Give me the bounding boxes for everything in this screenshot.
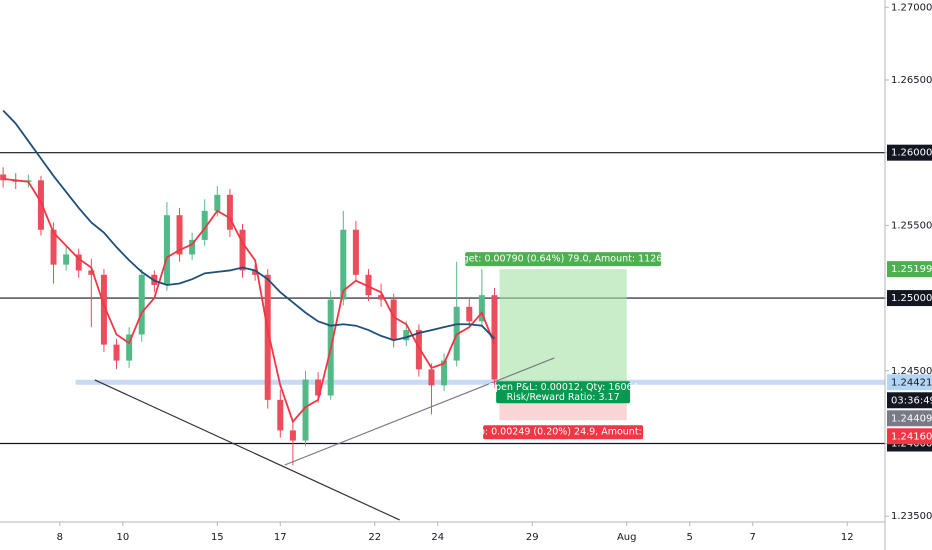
candle-body [252, 270, 259, 275]
candle-body [403, 330, 410, 341]
candle-body [264, 274, 271, 400]
candle-body [113, 344, 120, 361]
x-tick-label: 7 [750, 532, 756, 543]
y-tick-label: 1.23500 [891, 511, 932, 522]
candle-body [214, 194, 221, 211]
candle-body [239, 229, 246, 271]
candle-body [365, 274, 372, 296]
candle-body [315, 379, 322, 396]
price-badge [887, 374, 932, 391]
x-tick-label: 8 [57, 532, 63, 543]
candle-body [100, 274, 107, 345]
candle-body [352, 229, 359, 275]
x-tick-label: 15 [211, 532, 224, 543]
y-tick-label: 1.24500 [891, 366, 932, 377]
target-zone [499, 269, 627, 383]
x-tick-label: Aug [617, 532, 637, 543]
trend-line [94, 379, 400, 521]
candle-body [441, 360, 448, 386]
candle-body [88, 270, 95, 275]
price-badge [887, 261, 932, 278]
plot [0, 109, 885, 521]
y-tick-label: 1.26000 [891, 148, 932, 159]
target-label: Target: 0.00790 (0.64%) 79.0, Amount: 11… [448, 254, 678, 265]
price-badge [887, 410, 932, 427]
candle-body [176, 215, 183, 255]
x-tick-label: 17 [274, 532, 287, 543]
candle-body [201, 210, 208, 240]
pnl-label: Open P&L: 0.00012, Qty: 16064 [488, 382, 639, 393]
trend-line [284, 357, 555, 466]
x-tick-label: 29 [526, 532, 539, 543]
candle-body [0, 174, 7, 181]
price-badge [887, 428, 932, 445]
y-tick-label: 1.27000 [891, 2, 932, 13]
price-badge-label: 1.24409 [891, 413, 932, 424]
x-tick-label: 12 [841, 532, 854, 543]
x-tick-label: 22 [368, 532, 381, 543]
candle-body [390, 299, 397, 341]
x-tick-label: 24 [431, 532, 444, 543]
candle-body [428, 369, 435, 386]
candle-body [302, 379, 309, 441]
pnl-bg [496, 381, 631, 404]
moving-average [2, 109, 496, 342]
candle-body [466, 306, 473, 322]
candle-body [189, 239, 196, 255]
stop-label: Stop: 0.00249 (0.20%) 24.9, Amount: 960 [463, 427, 663, 438]
candle-body [378, 295, 385, 300]
candle-body [50, 229, 57, 265]
candle-body [126, 334, 133, 361]
y-tick-label: 1.25500 [891, 220, 932, 231]
hline-badge [887, 144, 932, 161]
rr-label: Risk/Reward Ratio: 3.17 [507, 392, 620, 403]
candle-body [163, 215, 170, 285]
candle-body [277, 399, 284, 431]
candle-body [63, 254, 70, 265]
x-tick-label: 5 [687, 532, 693, 543]
candle-body [226, 194, 233, 230]
price-badge-label: 1.24421 [891, 377, 932, 388]
candle-body [478, 295, 485, 322]
candle-body [75, 254, 82, 271]
hline-badge [887, 290, 932, 307]
candle-body [37, 180, 44, 230]
countdown-bg [887, 392, 932, 409]
candle-body [415, 330, 422, 370]
y-tick-label: 1.26500 [891, 75, 932, 86]
stop-label-bg [483, 425, 644, 440]
y-tick-label: 1.25000 [891, 293, 932, 304]
countdown: 03:36:49 [891, 395, 932, 406]
candle-body [340, 229, 347, 300]
candle-body [491, 295, 498, 380]
candle-body [138, 274, 145, 335]
target-label-bg [465, 252, 662, 267]
price-badge-label: 1.25199 [891, 264, 932, 275]
price-badge-label: 1.24160 [891, 431, 932, 442]
x-tick-label: 10 [116, 532, 129, 543]
moving-average [3, 177, 496, 424]
candle-body [289, 430, 296, 441]
